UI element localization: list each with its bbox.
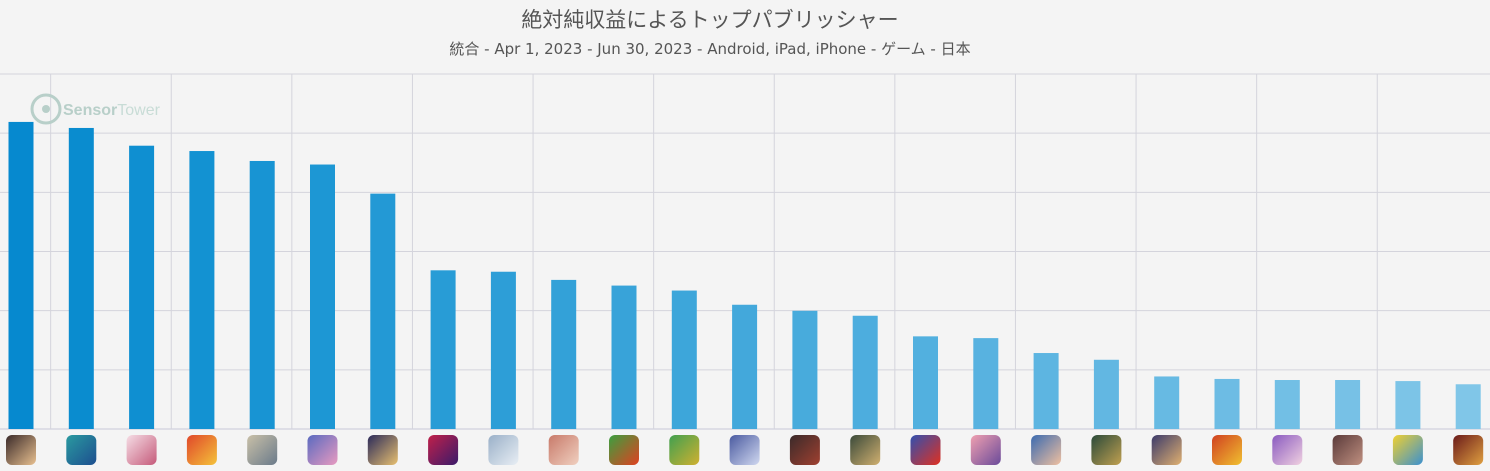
publisher-app-icon[interactable]	[488, 435, 519, 465]
publisher-app-icon[interactable]	[609, 435, 639, 465]
bar-22[interactable]	[1274, 380, 1300, 429]
publisher-app-icon[interactable]	[729, 435, 760, 465]
bar-16[interactable]	[913, 336, 938, 429]
bar-6[interactable]	[310, 164, 335, 429]
watermark-brand-light: Tower	[117, 102, 160, 119]
chart-title: 絶対純収益によるトップパブリッシャー	[521, 8, 899, 32]
bar-10[interactable]	[551, 279, 577, 429]
publisher-app-icon[interactable]	[970, 435, 1001, 465]
publisher-app-icon[interactable]	[1392, 435, 1423, 465]
publisher-app-icon[interactable]	[1031, 435, 1062, 465]
bar-4[interactable]	[189, 151, 215, 429]
publisher-icons	[6, 435, 1484, 465]
bar-7[interactable]	[370, 193, 396, 429]
bar-1[interactable]	[8, 121, 34, 430]
bar-15[interactable]	[852, 315, 878, 429]
watermark-brand-bold: Sensor	[63, 102, 117, 119]
bar-18[interactable]	[1033, 353, 1059, 429]
bars	[8, 121, 1481, 430]
bar-24[interactable]	[1395, 381, 1421, 429]
publisher-app-icon[interactable]	[126, 435, 157, 465]
bar-20[interactable]	[1154, 376, 1180, 429]
publisher-app-icon[interactable]	[6, 435, 36, 465]
bar-19[interactable]	[1093, 359, 1119, 429]
publisher-app-icon[interactable]	[910, 435, 941, 465]
bar-11[interactable]	[611, 285, 637, 429]
publisher-app-icon[interactable]	[850, 435, 881, 465]
bar-12[interactable]	[671, 290, 697, 429]
chart-subtitle: 統合 - Apr 1, 2023 - Jun 30, 2023 - Androi…	[449, 40, 971, 58]
publisher-app-icon[interactable]	[186, 435, 217, 465]
bar-3[interactable]	[129, 145, 155, 429]
bar-13[interactable]	[732, 304, 758, 429]
bar-23[interactable]	[1335, 380, 1361, 429]
publisher-app-icon[interactable]	[1332, 435, 1363, 465]
svg-text:SensorTower: SensorTower	[63, 102, 161, 119]
bar-21[interactable]	[1214, 378, 1240, 429]
sensor-tower-logo-icon	[30, 93, 62, 125]
publisher-app-icon[interactable]	[1151, 435, 1182, 465]
publisher-app-icon[interactable]	[1091, 435, 1122, 465]
bar-14[interactable]	[792, 310, 818, 429]
publisher-app-icon[interactable]	[1272, 435, 1303, 465]
publisher-app-icon[interactable]	[548, 435, 579, 465]
publisher-app-icon[interactable]	[1212, 435, 1242, 465]
sensor-tower-watermark: SensorTower	[30, 93, 161, 125]
publisher-app-icon[interactable]	[247, 435, 278, 465]
bar-8[interactable]	[430, 270, 456, 429]
publisher-app-icon[interactable]	[428, 435, 459, 465]
publisher-app-icon[interactable]	[307, 435, 338, 465]
publisher-app-icon[interactable]	[789, 435, 820, 465]
bar-5[interactable]	[249, 160, 275, 429]
bar-9[interactable]	[490, 271, 516, 429]
publisher-app-icon[interactable]	[669, 435, 700, 465]
bar-25[interactable]	[1455, 384, 1481, 429]
publisher-app-icon[interactable]	[66, 435, 97, 465]
bar-17[interactable]	[973, 338, 999, 429]
sensor-tower-logo-dot	[42, 105, 50, 113]
publisher-app-icon[interactable]	[1453, 435, 1484, 465]
publisher-app-icon[interactable]	[367, 435, 398, 465]
bar-2[interactable]	[68, 127, 94, 430]
